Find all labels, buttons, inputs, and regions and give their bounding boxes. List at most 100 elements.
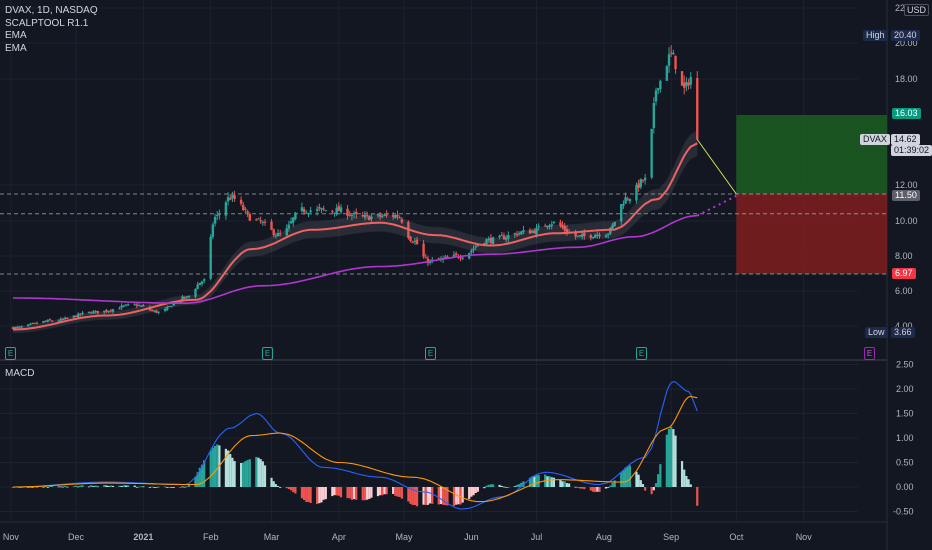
candle-body [411,242,414,244]
candle-body [452,254,456,257]
macd-histogram-bar [316,487,319,505]
last-price-tag: 14.62 [891,134,920,145]
macd-histogram-bar [365,487,369,500]
macd-histogram-bar [166,487,169,488]
macd-histogram-bar [142,486,145,488]
candle-body [315,208,319,211]
candle-body [650,128,653,178]
macd-histogram-bar [533,476,536,487]
candle-body [244,208,247,210]
candle-body [396,214,399,217]
candle-body [596,234,599,236]
macd-histogram-bar [439,487,443,505]
low-value-tag: 3.66 [891,327,915,338]
candle-body [216,214,219,216]
macd-histogram-bar [452,487,456,506]
macd-histogram-bar [35,486,39,488]
macd-histogram-bar [520,482,523,487]
macd-histogram-bar [368,487,371,499]
earnings-badge[interactable]: E [5,347,16,360]
macd-histogram-bar [413,487,416,506]
price-axis-tick: 12.00 [895,180,918,190]
macd-histogram-bar [150,486,154,488]
macd-histogram-bar [685,475,688,487]
legend-indicator-scalptool[interactable]: SCALPTOOL R1.1 [5,17,89,29]
macd-histogram-bar [257,457,260,487]
currency-button[interactable]: USD [903,4,929,16]
candle-body [229,198,232,200]
candle-body [424,257,427,259]
macd-histogram-bar [665,434,668,487]
macd-histogram-bar [90,485,93,487]
macd-histogram-bar [324,487,327,500]
candle-body [580,234,584,237]
candle-body [74,315,78,317]
candle-body [126,304,130,306]
macd-histogram-bar [64,485,67,487]
macd-histogram-bar [455,487,458,505]
candle-body [124,304,128,306]
earnings-badge[interactable]: E [262,347,273,360]
candle-body [320,208,323,210]
macd-histogram-bar [407,487,410,502]
macd-histogram-bar [307,487,310,502]
target-price-tag: 16.03 [892,108,921,119]
candle-body [211,224,215,238]
earnings-badge[interactable]: E [425,347,436,360]
countdown-tag: 01:39:02 [891,145,932,156]
candle-body [294,212,297,220]
macd-histogram-bar [502,486,506,488]
macd-histogram-bar [574,486,577,488]
legend-indicator-ema-2[interactable]: EMA [5,42,27,54]
macd-histogram-bar [385,487,388,495]
candle-body [272,229,275,236]
macd-histogram-bar [57,486,60,488]
candle-body [322,208,325,210]
candle-body [42,320,45,323]
macd-histogram-bar [148,487,151,488]
time-axis-tick: Mar [264,532,280,542]
earnings-badge[interactable]: E [636,347,647,360]
earnings-badge-upcoming[interactable]: E [864,347,875,360]
candle-body [226,197,230,202]
macd-axis-tick: -0.50 [893,507,914,517]
macd-histogram-bar [379,487,382,496]
candle-body [363,215,367,218]
candle-body [689,77,692,85]
stop-price-tag: 6.97 [892,268,916,279]
macd-histogram-bar [392,487,395,494]
macd-histogram-bar [270,477,273,487]
time-axis-tick: Dec [68,532,85,542]
macd-histogram-bar [537,474,540,487]
candle-body [498,235,501,238]
macd-histogram-bar [396,487,399,497]
candle-body [72,315,76,318]
candle-body [166,307,169,310]
candle-body [259,220,262,222]
macd-histogram-bar [318,487,321,504]
macd-histogram-bar [670,426,673,487]
candle-body [150,310,154,312]
legend-symbol[interactable]: DVAX, 1D, NASDAQ [5,5,98,16]
macd-histogram-bar [231,457,234,487]
macd-histogram-bar [305,487,308,502]
macd-histogram-bar [609,485,612,487]
candle-body [133,304,136,306]
macd-histogram-bar [498,484,501,487]
macd-histogram-bar [155,486,158,488]
candle-body [90,312,93,314]
legend-indicator-ema-1[interactable]: EMA [5,30,27,41]
candle-body [11,327,15,329]
stop-zone [736,194,887,275]
macd-axis-tick: 0.00 [896,482,914,492]
macd-histogram-bar [641,484,645,487]
macd-histogram-bar [576,487,579,488]
candle-body [394,215,397,219]
macd-line [13,381,698,510]
candle-body [96,310,99,314]
macd-legend[interactable]: MACD [5,368,35,379]
macd-histogram-bar [355,487,358,500]
candle-body [528,230,532,234]
macd-histogram-bar [322,487,325,500]
